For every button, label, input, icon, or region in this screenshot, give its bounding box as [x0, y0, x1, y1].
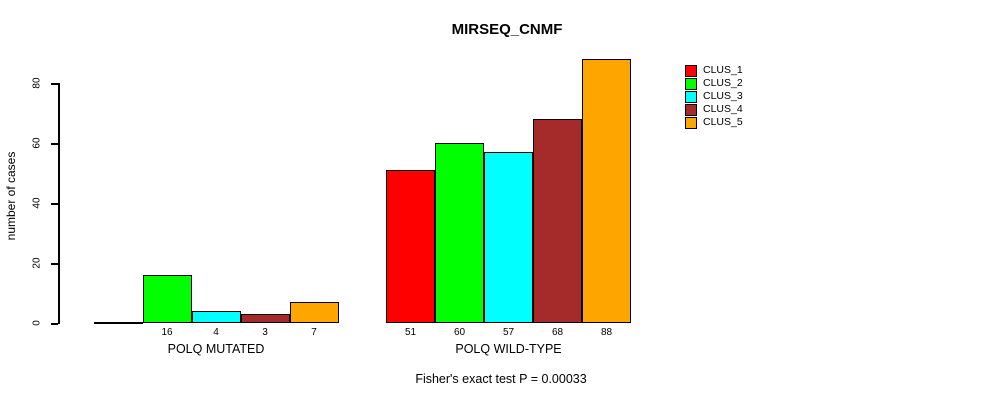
bar-value-label: 16 — [161, 327, 173, 338]
legend-label: CLUS_1 — [703, 64, 743, 76]
legend-label: CLUS_5 — [703, 116, 743, 128]
bar-value-label: 3 — [262, 327, 268, 338]
bar-clus_5 — [289, 302, 339, 323]
legend-swatch-clus_4 — [685, 103, 697, 116]
bar-clus_4 — [240, 314, 290, 323]
y-axis-title: number of cases — [4, 151, 18, 241]
y-axis-tick — [51, 263, 58, 265]
y-axis-tick-label: 40 — [31, 197, 43, 209]
legend-item-clus_4: CLUS_4 — [685, 103, 743, 116]
bar-value-label: 7 — [311, 327, 317, 338]
y-axis-tick — [51, 203, 58, 205]
bar-clus_4 — [533, 119, 582, 323]
bar-clus_2 — [435, 143, 484, 323]
bar-clus_3 — [484, 152, 533, 323]
bar-value-label: 60 — [453, 327, 466, 338]
legend-label: CLUS_3 — [703, 90, 743, 102]
y-axis-tick — [51, 323, 58, 325]
y-axis-tick — [51, 83, 58, 85]
legend-item-clus_1: CLUS_1 — [685, 64, 743, 77]
bar-value-label: 68 — [551, 327, 564, 338]
y-axis-tick-label: 60 — [31, 137, 43, 149]
fisher-test-annotation: Fisher's exact test P = 0.00033 — [415, 372, 587, 386]
legend-item-clus_3: CLUS_3 — [685, 90, 743, 103]
legend-swatch-clus_1 — [685, 64, 697, 77]
legend-item-clus_5: CLUS_5 — [685, 116, 743, 129]
bar-value-label: 4 — [213, 327, 219, 338]
bar-clus_1-zero — [93, 322, 143, 324]
y-axis-tick-label: 20 — [31, 257, 43, 269]
legend-swatch-clus_2 — [685, 77, 697, 90]
bar-clus_1 — [386, 170, 435, 323]
y-axis-tick-label: 0 — [31, 320, 43, 326]
legend-swatch-clus_5 — [685, 116, 697, 129]
y-axis-line — [58, 83, 60, 324]
chart-title: MIRSEQ_CNMF — [451, 21, 563, 38]
category-label: POLQ WILD-TYPE — [455, 342, 562, 356]
bar-clus_3 — [191, 311, 241, 323]
legend: CLUS_1 CLUS_2 CLUS_3 CLUS_4 CLUS_5 — [685, 64, 743, 129]
bar-value-label: 51 — [404, 327, 417, 338]
category-label: POLQ MUTATED — [167, 342, 265, 356]
bar-value-label: 57 — [502, 327, 515, 338]
bar-value-label: 88 — [600, 327, 613, 338]
bar-clus_5 — [582, 59, 631, 323]
bar-clus_2 — [142, 275, 192, 323]
legend-item-clus_2: CLUS_2 — [685, 77, 743, 90]
legend-swatch-clus_3 — [685, 90, 697, 103]
y-axis-tick-label: 80 — [31, 77, 43, 89]
legend-label: CLUS_4 — [703, 103, 743, 115]
y-axis-tick — [51, 143, 58, 145]
legend-label: CLUS_2 — [703, 77, 743, 89]
